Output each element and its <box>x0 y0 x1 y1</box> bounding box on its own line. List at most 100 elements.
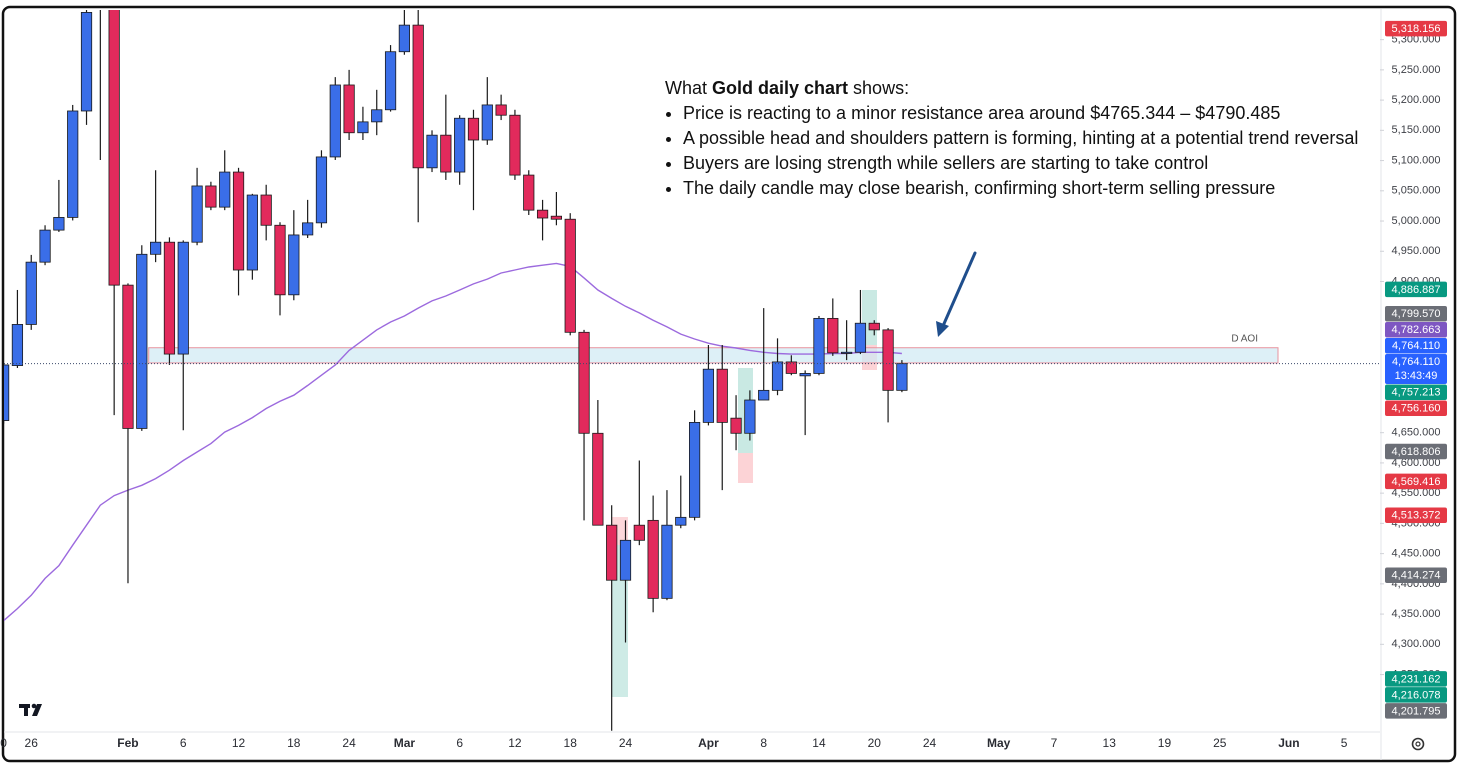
price-badge-label: 4,799.570 <box>1392 308 1441 320</box>
position-tool <box>738 453 753 483</box>
x-tick-label: 6 <box>456 736 463 750</box>
candle-body <box>509 114 521 176</box>
candle-body <box>371 109 383 123</box>
y-tick-label: 4,550.000 <box>1392 487 1441 499</box>
y-tick-label: 4,950.000 <box>1392 245 1441 257</box>
candle-body <box>841 351 853 354</box>
price-badge-label: 4,764.110 <box>1392 340 1440 352</box>
price-badge <box>1385 567 1447 583</box>
candle-body <box>288 234 300 296</box>
moving-average <box>4 262 902 622</box>
x-tick-label: 0 <box>0 736 7 750</box>
arrow-head <box>936 321 949 337</box>
annotation-title: What Gold daily chart shows: <box>665 76 1377 101</box>
y-tick-label: 5,250.000 <box>1392 64 1441 76</box>
candle-body <box>606 524 618 581</box>
candle-body <box>702 368 715 423</box>
candle-body <box>315 156 328 224</box>
candle-body <box>95 0 105 6</box>
candle-body <box>260 194 272 226</box>
x-tick-label: 7 <box>1051 736 1058 750</box>
candle-body <box>896 363 908 391</box>
price-badge-label: 4,618.806 <box>1392 446 1441 458</box>
x-tick-label: 12 <box>232 736 246 750</box>
x-tick-label: 24 <box>923 736 937 750</box>
price-badge-label: 4,569.416 <box>1392 476 1441 488</box>
title-text: What <box>665 78 713 98</box>
candle-body <box>67 110 79 218</box>
candle-body <box>4 364 10 421</box>
candle-body <box>122 284 134 429</box>
settings-icon[interactable] <box>1411 737 1425 751</box>
price-badge <box>1385 337 1447 354</box>
candle-body <box>771 361 784 391</box>
candle-body <box>357 121 369 134</box>
x-tick-label: 18 <box>564 736 578 750</box>
candle-body <box>744 399 756 434</box>
arrow-shaft <box>941 251 977 328</box>
candle-body <box>177 241 189 355</box>
price-badge-label: 4,201.795 <box>1392 705 1441 717</box>
x-tick-label: 24 <box>619 736 633 750</box>
x-tick-label: 25 <box>1213 736 1227 750</box>
candle-body <box>661 524 673 599</box>
candle-body <box>39 229 51 263</box>
zone-label: D AOI <box>1231 333 1258 344</box>
y-tick-label: 4,350.000 <box>1392 608 1441 620</box>
price-badge <box>1385 321 1447 338</box>
annotation: What Gold daily chart shows: Price is re… <box>665 76 1377 201</box>
price-badge <box>1385 400 1447 416</box>
candle-body <box>398 24 410 53</box>
candle-body <box>689 421 701 518</box>
price-badge <box>1385 20 1447 37</box>
candle-body <box>426 134 438 169</box>
candle-body <box>302 222 314 236</box>
price-badge-label: 4,886.887 <box>1392 284 1441 296</box>
candle-body <box>150 241 162 255</box>
logo-part <box>32 704 42 716</box>
candle-body <box>191 185 203 243</box>
price-badge <box>1385 305 1447 322</box>
price-badge-label: 4,513.372 <box>1392 510 1441 522</box>
candle-body <box>108 10 120 286</box>
gear[interactable] <box>1411 737 1425 751</box>
bullet-list: Price is reacting to a minor resistance … <box>665 101 1377 201</box>
y-tick-label: 4,600.000 <box>1392 457 1441 469</box>
x-tick-label: 12 <box>508 736 522 750</box>
candle-body <box>592 432 604 526</box>
price-badge <box>1385 703 1447 719</box>
candle-body <box>412 24 424 169</box>
title-bold: Gold daily chart <box>712 78 849 98</box>
candle-body <box>163 241 176 355</box>
candle-body <box>25 261 37 325</box>
x-tick-label: 6 <box>180 736 187 750</box>
candle-body <box>440 134 452 173</box>
candle-body <box>675 516 687 526</box>
price-badge <box>1385 443 1447 460</box>
candle-body <box>882 329 894 391</box>
candle-body <box>11 324 24 366</box>
arrow <box>936 251 977 337</box>
x-tick-label: 13 <box>1103 736 1117 750</box>
position-tool <box>612 545 628 697</box>
countdown-label: 13:43:49 <box>1395 370 1438 382</box>
y-tick-label: 5,200.000 <box>1392 94 1441 106</box>
gear-hub[interactable] <box>1415 741 1421 747</box>
candle-body <box>647 519 659 599</box>
bullet: Buyers are losing strength while sellers… <box>683 151 1377 176</box>
price-badge <box>1385 384 1447 400</box>
price-badge <box>1385 353 1447 384</box>
candle-body <box>246 194 258 271</box>
price-badge <box>1385 473 1447 490</box>
price-badge-label: 4,216.078 <box>1392 689 1441 701</box>
candle-body <box>495 104 507 116</box>
x-tick-label: Apr <box>698 736 719 750</box>
candle-body <box>785 361 797 374</box>
x-tick-label: 14 <box>812 736 826 750</box>
x-tick-label: 24 <box>342 736 356 750</box>
y-tick-label: 5,000.000 <box>1392 215 1441 227</box>
candle-body <box>329 84 341 158</box>
candle-body <box>454 117 466 173</box>
candle-body <box>550 215 563 220</box>
